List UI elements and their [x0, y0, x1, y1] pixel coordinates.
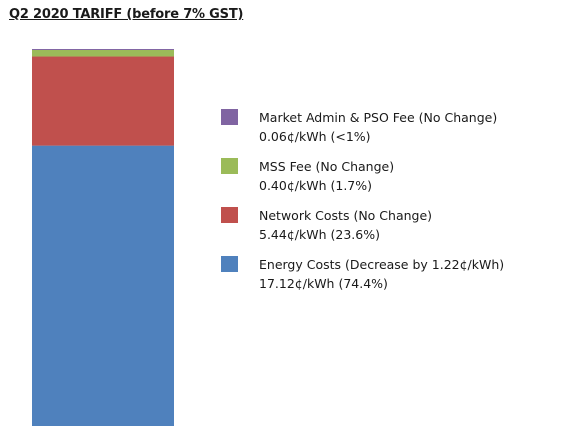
legend-item-energy-costs: Energy Costs (Decrease by 1.22¢/kWh) 17.…	[221, 255, 561, 304]
legend-item-market-admin: Market Admin & PSO Fee (No Change) 0.06¢…	[221, 108, 561, 157]
legend-label-network-costs: Network Costs (No Change)	[259, 208, 433, 223]
legend-item-mss-fee: MSS Fee (No Change) 0.40¢/kWh (1.7%)	[221, 157, 561, 206]
bar-segment-network-costs	[32, 56, 174, 146]
legend-label-energy-costs: Energy Costs (Decrease by 1.22¢/kWh)	[259, 257, 505, 272]
legend: Market Admin & PSO Fee (No Change) 0.06¢…	[221, 108, 561, 304]
legend-swatch-market-admin	[221, 109, 238, 125]
legend-swatch-energy-costs	[221, 256, 238, 272]
legend-value-mss-fee: 0.40¢/kWh (1.7%)	[259, 178, 373, 193]
legend-value-energy-costs: 17.12¢/kWh (74.4%)	[259, 276, 388, 291]
bar-segment-energy-costs	[32, 145, 174, 426]
legend-swatch-network-costs	[221, 207, 238, 223]
bar-segment-mss-fee	[32, 49, 174, 57]
legend-item-network-costs: Network Costs (No Change) 5.44¢/kWh (23.…	[221, 206, 561, 255]
bar-segment-market-admin	[32, 49, 174, 50]
legend-label-market-admin: Market Admin & PSO Fee (No Change)	[259, 110, 498, 125]
legend-swatch-mss-fee	[221, 158, 238, 174]
legend-label-mss-fee: MSS Fee (No Change)	[259, 159, 395, 174]
chart-title: Q2 2020 TARIFF (before 7% GST)	[9, 7, 244, 22]
legend-value-market-admin: 0.06¢/kWh (<1%)	[259, 129, 371, 144]
legend-value-network-costs: 5.44¢/kWh (23.6%)	[259, 227, 380, 242]
